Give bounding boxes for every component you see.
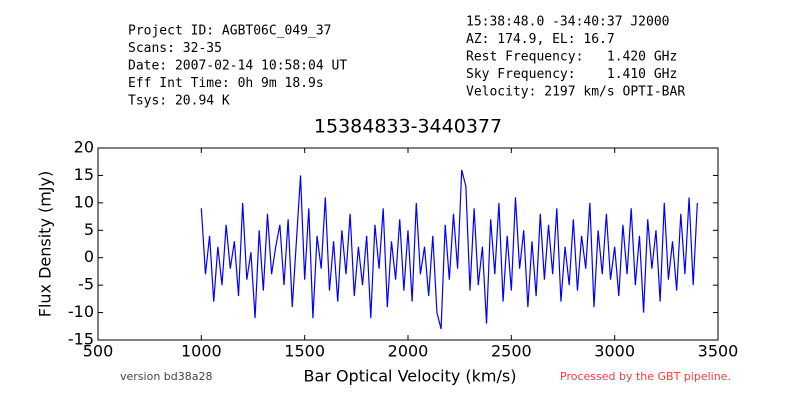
header-line: Project ID: AGBT06C_049_37	[128, 24, 332, 39]
x-tick-label: 1500	[284, 342, 325, 361]
y-tick-label: 20	[74, 138, 94, 157]
header-line: Velocity: 2197 km/s OPTI-BAR	[466, 85, 685, 100]
x-tick-label: 2500	[491, 342, 532, 361]
spectrum-line	[200, 169, 698, 330]
x-axis-label: Bar Optical Velocity (km/s)	[304, 367, 517, 386]
header-line: Date: 2007-02-14 10:58:04 UT	[128, 59, 347, 74]
header-line: 15:38:48.0 -34:40:37 J2000	[466, 15, 670, 30]
header-line: AZ: 174.9, EL: 16.7	[466, 32, 615, 47]
header-line: Tsys: 20.94 K	[128, 94, 230, 109]
x-tick-label: 2000	[388, 342, 429, 361]
header-line: Eff Int Time: 0h 9m 18.9s	[128, 76, 324, 91]
y-tick-label: -5	[78, 275, 94, 294]
y-tick-label: 0	[84, 247, 94, 266]
y-tick-label: -10	[68, 302, 94, 321]
version-text: version bd38a28	[120, 370, 213, 383]
y-tick-label: 10	[74, 192, 94, 211]
pipeline-text: Processed by the GBT pipeline.	[560, 370, 731, 383]
x-tick-label: 1000	[181, 342, 222, 361]
header-left: Project ID: AGBT06C_049_37 Scans: 32-35 Da…	[128, 24, 347, 109]
header-line: Sky Frequency: 1.410 GHz	[466, 67, 677, 82]
chart-title: 15384833-3440377	[314, 116, 502, 138]
y-axis-label: Flux Density (mJy)	[36, 171, 55, 318]
y-tick-label: 15	[74, 165, 94, 184]
header-line: Scans: 32-35	[128, 41, 222, 56]
x-tick-label: 500	[83, 342, 114, 361]
y-tick-label: -15	[68, 330, 94, 349]
x-tick-label: 3000	[594, 342, 635, 361]
header-right: 15:38:48.0 -34:40:37 J2000 AZ: 174.9, EL:…	[466, 15, 685, 100]
header-line: Rest Frequency: 1.420 GHz	[466, 50, 677, 65]
y-tick-label: 5	[84, 220, 94, 239]
x-tick-label: 3500	[698, 342, 739, 361]
